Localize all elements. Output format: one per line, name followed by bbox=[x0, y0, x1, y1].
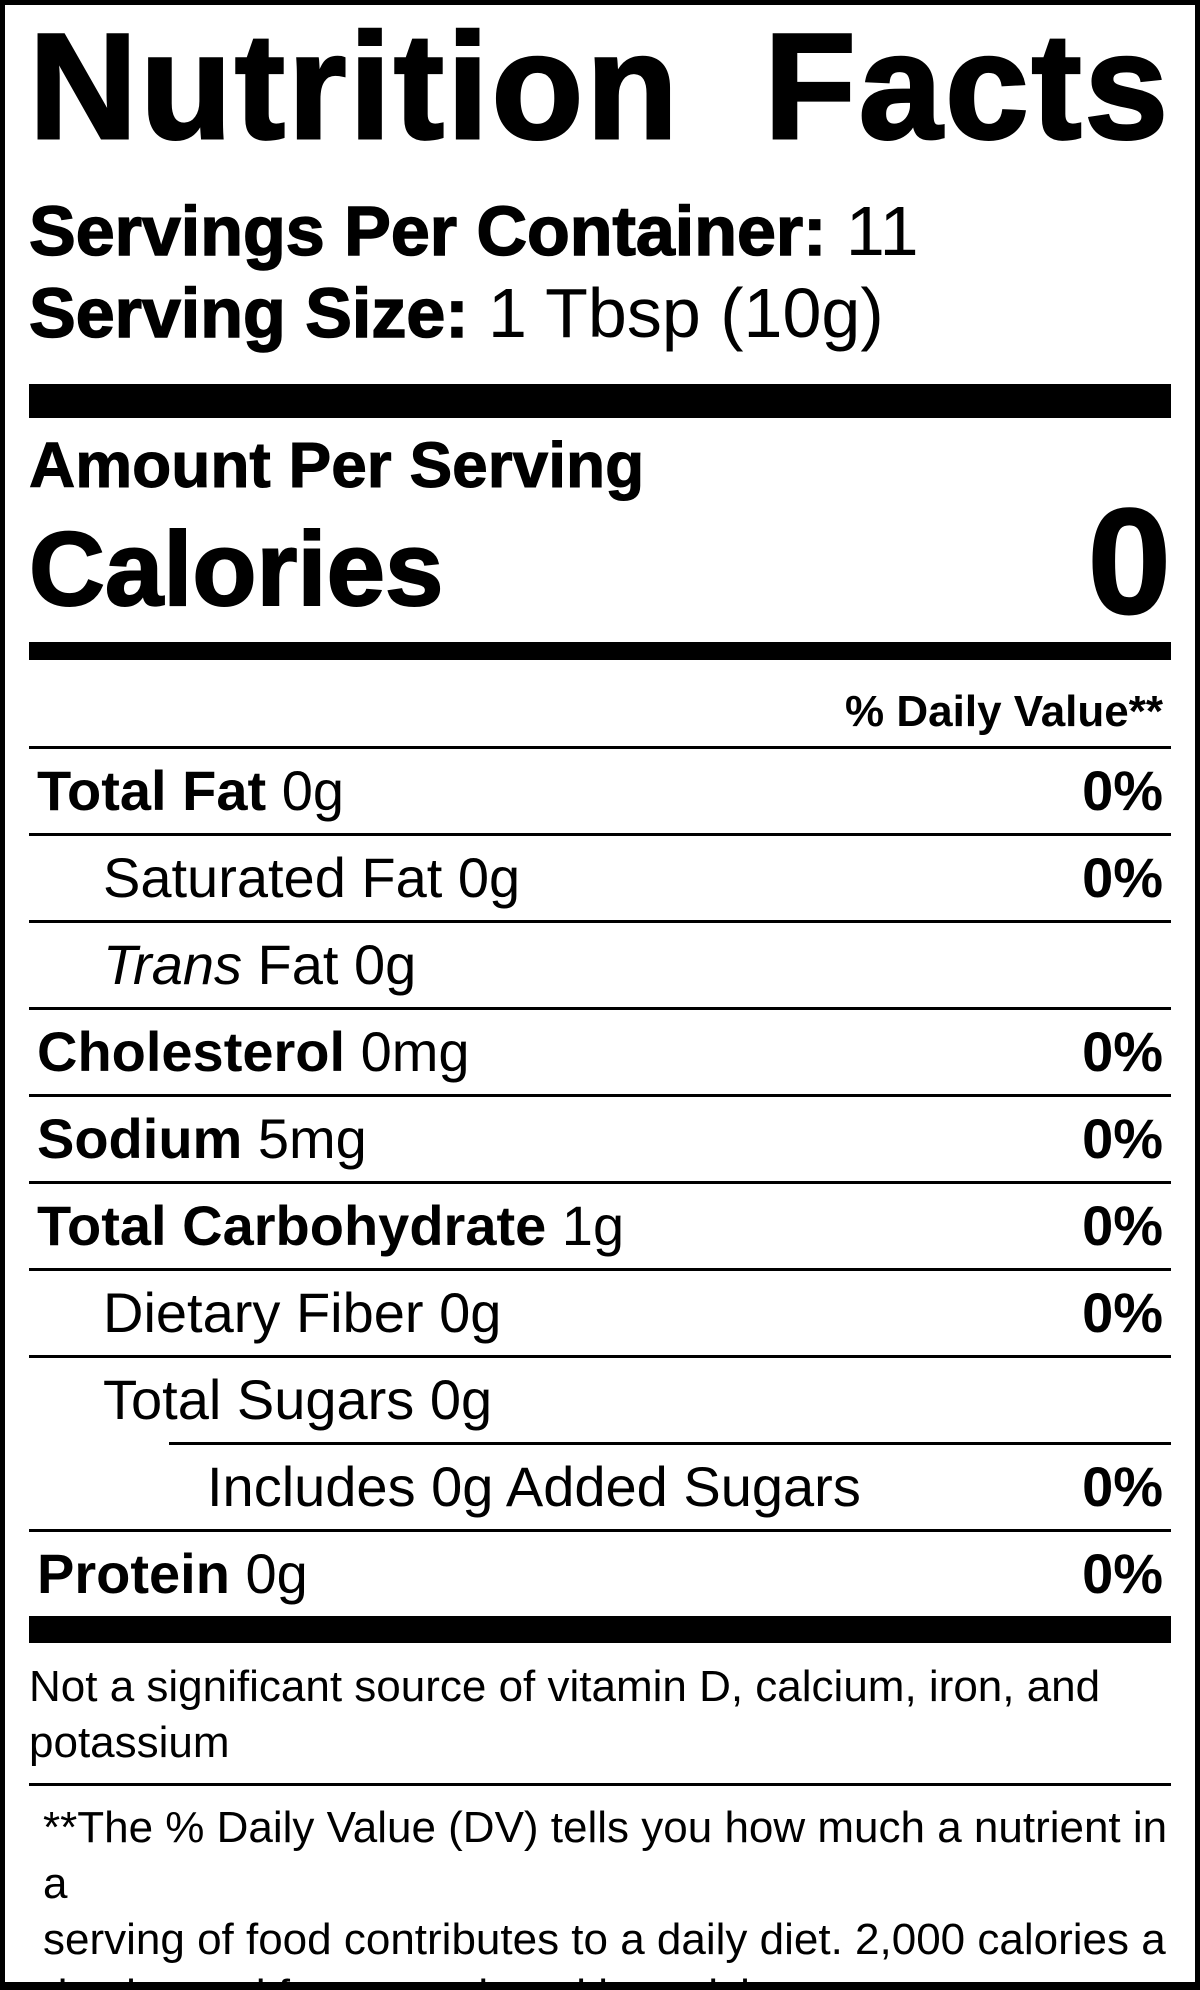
calories-label: Calories bbox=[28, 511, 444, 628]
nutrient-name-group: Cholesterol 0mg bbox=[37, 1022, 470, 1082]
nutrient-amount: 0g bbox=[442, 846, 521, 909]
daily-value: 0% bbox=[1082, 759, 1163, 822]
calories-value: 0 bbox=[1087, 477, 1172, 645]
label-title: Nutrition Facts bbox=[28, 2, 1171, 170]
nutrient-name-group: Trans Fat 0g bbox=[103, 935, 416, 995]
daily-value-header: % Daily Value** bbox=[29, 660, 1171, 749]
row-total-carbohydrate: Total Carbohydrate 1g 0% bbox=[29, 1181, 1171, 1268]
nutrient-name-group: Total Carbohydrate 1g bbox=[37, 1196, 624, 1256]
nutrient-amount: 0mg bbox=[345, 1020, 470, 1083]
nutrient-name: Saturated Fat bbox=[103, 846, 443, 909]
nutrient-name-group: Includes 0g Added Sugars bbox=[207, 1457, 861, 1517]
nutrient-amount: 0g bbox=[414, 1368, 493, 1431]
daily-value: 0% bbox=[1082, 1281, 1163, 1344]
thick-separator-bar-bottom bbox=[29, 1616, 1171, 1643]
nutrient-name-group: Total Fat 0g bbox=[37, 761, 344, 821]
daily-value: 0% bbox=[1082, 1194, 1163, 1257]
daily-value: 0% bbox=[1082, 1455, 1163, 1518]
nutrient-name: Total Carbohydrate bbox=[37, 1194, 547, 1257]
daily-value: 0% bbox=[1082, 1020, 1163, 1083]
daily-value: 0% bbox=[1082, 1542, 1163, 1605]
row-protein: Protein 0g 0% bbox=[29, 1529, 1171, 1616]
nutrient-amount: 0g bbox=[229, 1542, 308, 1605]
servings-per-container-line: Servings Per Container: 11 bbox=[28, 190, 1171, 272]
nutrient-name: Includes 0g Added Sugars bbox=[207, 1455, 861, 1518]
row-trans-fat: Trans Fat 0g bbox=[29, 920, 1171, 1007]
serving-size-value: 1 Tbsp (10g) bbox=[468, 274, 884, 352]
row-total-sugars: Total Sugars 0g bbox=[29, 1355, 1171, 1442]
nutrient-amount: 0g bbox=[338, 933, 417, 996]
nutrient-name-group: Saturated Fat 0g bbox=[103, 848, 520, 908]
amount-per-serving-heading: Amount Per Serving bbox=[29, 429, 645, 501]
thick-separator-bar-top bbox=[29, 384, 1171, 418]
daily-value: 0% bbox=[1082, 846, 1163, 909]
thick-separator-bar-calories bbox=[29, 642, 1171, 660]
row-dietary-fiber: Dietary Fiber 0g 0% bbox=[29, 1268, 1171, 1355]
nutrient-name-italic: Trans bbox=[103, 933, 242, 996]
nutrient-name: Dietary Fiber bbox=[103, 1281, 424, 1344]
nutrient-amount: 5mg bbox=[242, 1107, 367, 1170]
nutrient-name: Trans Fat bbox=[103, 933, 339, 996]
nutrient-amount: 0g bbox=[423, 1281, 502, 1344]
nutrient-name: Total Sugars bbox=[103, 1368, 415, 1431]
serving-size-label: Serving Size: bbox=[28, 273, 469, 353]
row-saturated-fat: Saturated Fat 0g 0% bbox=[29, 833, 1171, 920]
nutrient-amount: 1g bbox=[546, 1194, 625, 1257]
title-word-facts: Facts bbox=[763, 2, 1171, 170]
row-added-sugars: Includes 0g Added Sugars 0% bbox=[169, 1442, 1171, 1529]
nutrient-name: Cholesterol bbox=[37, 1020, 346, 1083]
nutrient-name-group: Protein 0g bbox=[37, 1544, 308, 1604]
nutrient-name-group: Dietary Fiber 0g bbox=[103, 1283, 501, 1343]
row-total-fat: Total Fat 0g 0% bbox=[29, 749, 1171, 833]
title-word-nutrition: Nutrition bbox=[28, 2, 681, 170]
daily-value: 0% bbox=[1082, 1107, 1163, 1170]
serving-size-line: Serving Size: 1 Tbsp (10g) bbox=[28, 272, 1171, 354]
row-sodium: Sodium 5mg 0% bbox=[29, 1094, 1171, 1181]
nutrient-name-group: Sodium 5mg bbox=[37, 1109, 367, 1169]
nutrient-name: Protein bbox=[37, 1542, 230, 1605]
calories-row: Calories 0 bbox=[28, 477, 1172, 645]
daily-value-footnote: **The % Daily Value (DV) tells you how m… bbox=[29, 1783, 1171, 1982]
servings-per-container-label: Servings Per Container: bbox=[28, 191, 827, 271]
not-significant-note: Not a significant source of vitamin D, c… bbox=[29, 1662, 1101, 1767]
nutrient-name: Sodium bbox=[37, 1107, 243, 1170]
servings-per-container-value: 11 bbox=[826, 192, 919, 270]
row-cholesterol: Cholesterol 0mg 0% bbox=[29, 1007, 1171, 1094]
nutrient-name-group: Total Sugars 0g bbox=[103, 1370, 492, 1430]
nutrient-name: Total Fat bbox=[37, 759, 267, 822]
nutrient-amount: 0g bbox=[266, 759, 345, 822]
